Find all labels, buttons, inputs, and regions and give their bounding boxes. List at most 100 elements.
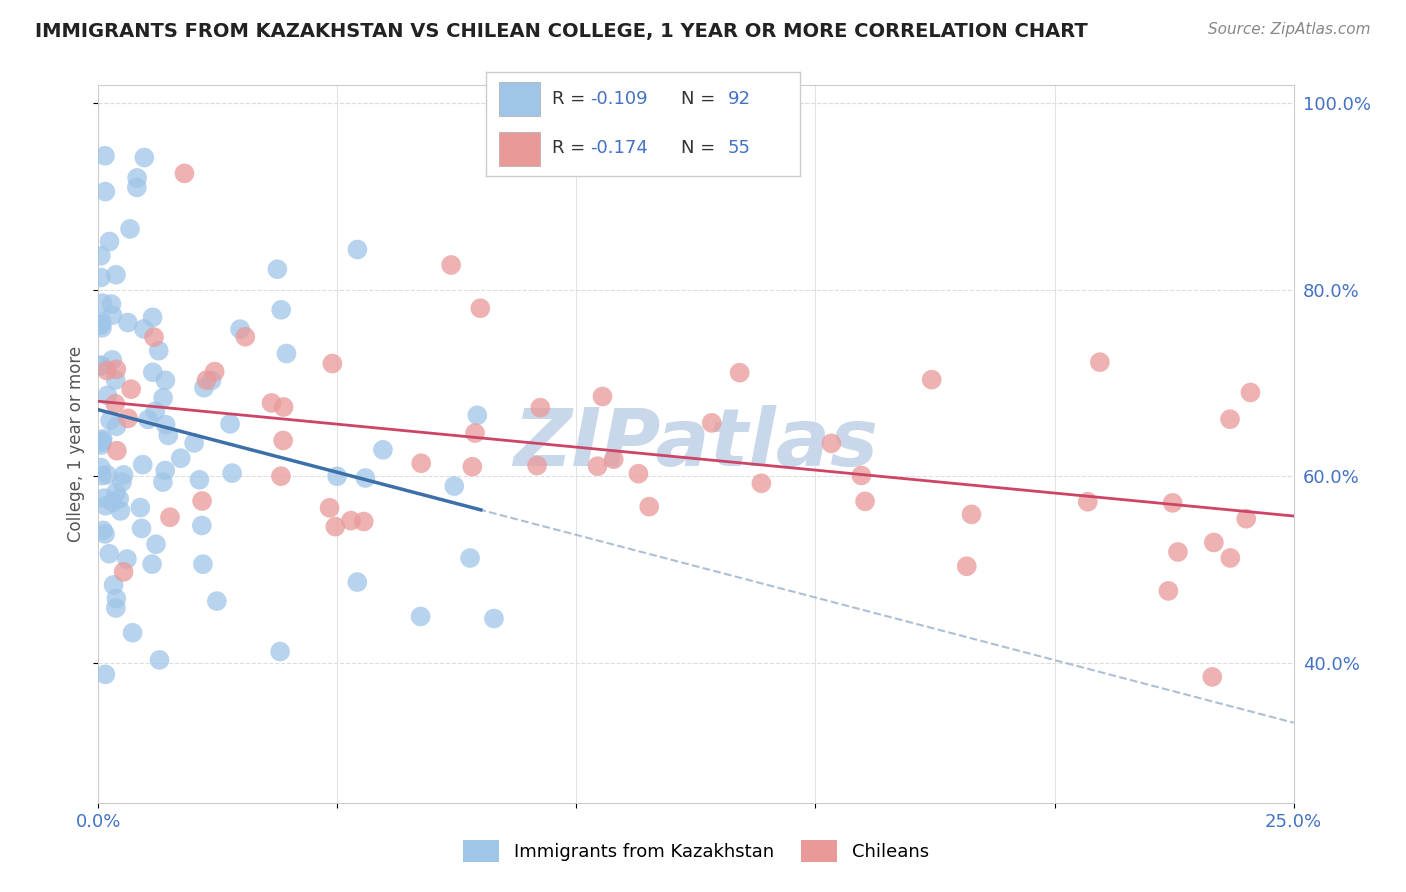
Point (229, 322, 252, 336)
Point (101, 352, 124, 367)
Point (100, 297, 122, 311)
Point (820, 436, 842, 450)
Text: -0.109: -0.109 (591, 90, 647, 108)
Point (271, 434, 294, 448)
Point (1077, 495, 1099, 509)
Point (260, 396, 283, 410)
Text: N =: N = (681, 90, 721, 108)
Point (1239, 385, 1261, 400)
Point (204, 365, 226, 379)
Point (90, 270, 112, 285)
Point (105, 362, 128, 376)
Point (112, 565, 135, 579)
Point (270, 469, 292, 483)
Point (91, 320, 114, 334)
Point (132, 322, 155, 336)
Point (121, 625, 143, 640)
Point (141, 557, 163, 571)
Point (148, 653, 170, 667)
Point (96, 363, 118, 377)
Point (700, 416, 723, 430)
Point (467, 409, 489, 423)
Point (152, 391, 174, 405)
Point (90, 438, 112, 452)
Point (148, 343, 170, 358)
Point (170, 451, 193, 466)
Point (191, 558, 214, 572)
Point (105, 443, 128, 458)
Point (155, 417, 177, 432)
Point (627, 467, 650, 481)
Point (851, 468, 873, 483)
Point (354, 471, 377, 485)
Point (353, 515, 375, 529)
Point (326, 469, 349, 483)
Point (1234, 511, 1257, 525)
Point (90, 315, 112, 329)
Point (112, 467, 135, 482)
Point (233, 330, 256, 344)
Point (219, 417, 242, 431)
Text: -0.174: -0.174 (591, 139, 648, 157)
Point (115, 552, 138, 566)
Point (751, 476, 773, 491)
Point (131, 521, 153, 535)
Point (159, 510, 181, 524)
Point (956, 559, 979, 574)
Point (1219, 551, 1241, 566)
Point (90, 317, 112, 331)
Point (98, 547, 121, 561)
Point (104, 373, 127, 387)
Point (129, 500, 152, 515)
Point (118, 222, 141, 236)
Point (110, 504, 132, 518)
Point (200, 374, 222, 388)
Point (91, 432, 114, 446)
Point (1202, 535, 1225, 549)
Text: Source: ZipAtlas.com: Source: ZipAtlas.com (1208, 22, 1371, 37)
Point (1157, 583, 1180, 598)
Point (94, 185, 117, 199)
Point (96, 388, 118, 402)
Text: IMMIGRANTS FROM KAZAKHSTAN VS CHILEAN COLLEGE, 1 YEAR OR MORE CORRELATION CHART: IMMIGRANTS FROM KAZAKHSTAN VS CHILEAN CO… (35, 22, 1088, 41)
Point (603, 452, 626, 467)
Text: 55: 55 (728, 139, 751, 157)
Point (173, 166, 195, 180)
Point (371, 442, 394, 457)
Point (145, 537, 167, 551)
Point (93, 491, 115, 505)
Point (458, 551, 481, 566)
Point (411, 456, 433, 470)
Point (221, 466, 243, 480)
Legend: Immigrants from Kazakhstan, Chileans: Immigrants from Kazakhstan, Chileans (463, 840, 929, 862)
Point (94, 667, 117, 681)
Point (143, 404, 166, 418)
Point (346, 575, 368, 590)
Point (152, 475, 174, 489)
Point (105, 591, 128, 606)
Point (960, 508, 983, 522)
Point (117, 411, 139, 425)
Point (470, 301, 492, 316)
Point (98, 413, 121, 427)
Point (120, 382, 142, 396)
Point (103, 578, 125, 592)
Text: ZIPatlas: ZIPatlas (513, 405, 879, 483)
Point (440, 258, 463, 272)
Point (132, 458, 155, 472)
Point (1201, 670, 1223, 684)
Point (461, 459, 484, 474)
Point (266, 262, 288, 277)
Text: R =: R = (553, 139, 591, 157)
Point (853, 494, 876, 508)
Point (98, 235, 121, 249)
Point (340, 514, 363, 528)
Point (91, 359, 114, 373)
Point (96, 467, 118, 482)
Point (183, 436, 205, 450)
Point (90, 435, 112, 450)
Point (104, 485, 127, 500)
Point (188, 473, 211, 487)
Point (1088, 355, 1111, 369)
Point (586, 459, 609, 474)
